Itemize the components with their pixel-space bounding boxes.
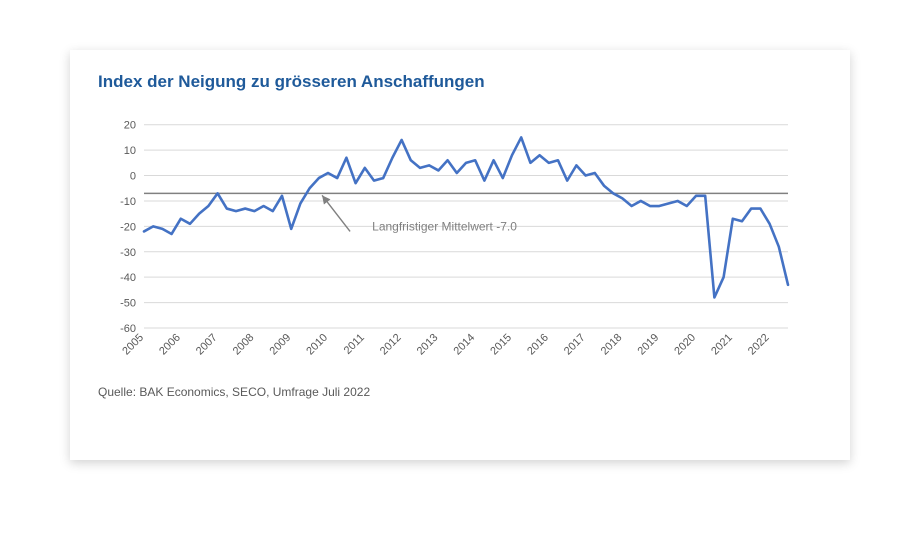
line-chart-svg: -60 -50 -40 -30 -20 -10 0 10 20 2005 2006 2007 2008 2…: [98, 102, 798, 372]
svg-text:-40: -40: [120, 272, 136, 284]
svg-text:2021: 2021: [709, 332, 735, 358]
svg-text:2005: 2005: [120, 332, 146, 358]
svg-text:2011: 2011: [342, 332, 367, 357]
svg-text:2017: 2017: [562, 332, 588, 358]
svg-text:2014: 2014: [452, 332, 478, 358]
svg-text:2015: 2015: [488, 332, 514, 358]
svg-text:2019: 2019: [636, 332, 662, 358]
svg-text:0: 0: [130, 171, 136, 183]
chart-title: Index der Neigung zu grösseren Anschaffu…: [98, 72, 822, 92]
chart-card: Index der Neigung zu grösseren Anschaffu…: [70, 50, 850, 460]
chart-plot-area: -60 -50 -40 -30 -20 -10 0 10 20 2005 2006 2007 2008 2…: [98, 102, 822, 377]
svg-text:10: 10: [124, 145, 136, 157]
svg-text:2007: 2007: [194, 332, 220, 358]
svg-text:-20: -20: [120, 221, 136, 233]
svg-text:2016: 2016: [525, 332, 551, 358]
svg-text:2006: 2006: [157, 332, 183, 358]
svg-text:-10: -10: [120, 196, 136, 208]
svg-text:2010: 2010: [304, 332, 330, 358]
svg-text:2020: 2020: [672, 332, 698, 358]
svg-text:2012: 2012: [378, 332, 404, 358]
svg-text:2022: 2022: [746, 332, 772, 358]
svg-text:-30: -30: [120, 247, 136, 259]
svg-text:-60: -60: [120, 323, 136, 335]
svg-text:-50: -50: [120, 298, 136, 310]
svg-text:2013: 2013: [415, 332, 441, 358]
svg-text:20: 20: [124, 120, 136, 132]
svg-text:2009: 2009: [268, 332, 294, 358]
svg-text:2018: 2018: [599, 332, 625, 358]
chart-source: Quelle: BAK Economics, SECO, Umfrage Jul…: [98, 385, 822, 399]
svg-text:2008: 2008: [231, 332, 257, 358]
svg-text:Langfristiger Mittelwert -7.0: Langfristiger Mittelwert -7.0: [372, 219, 517, 233]
